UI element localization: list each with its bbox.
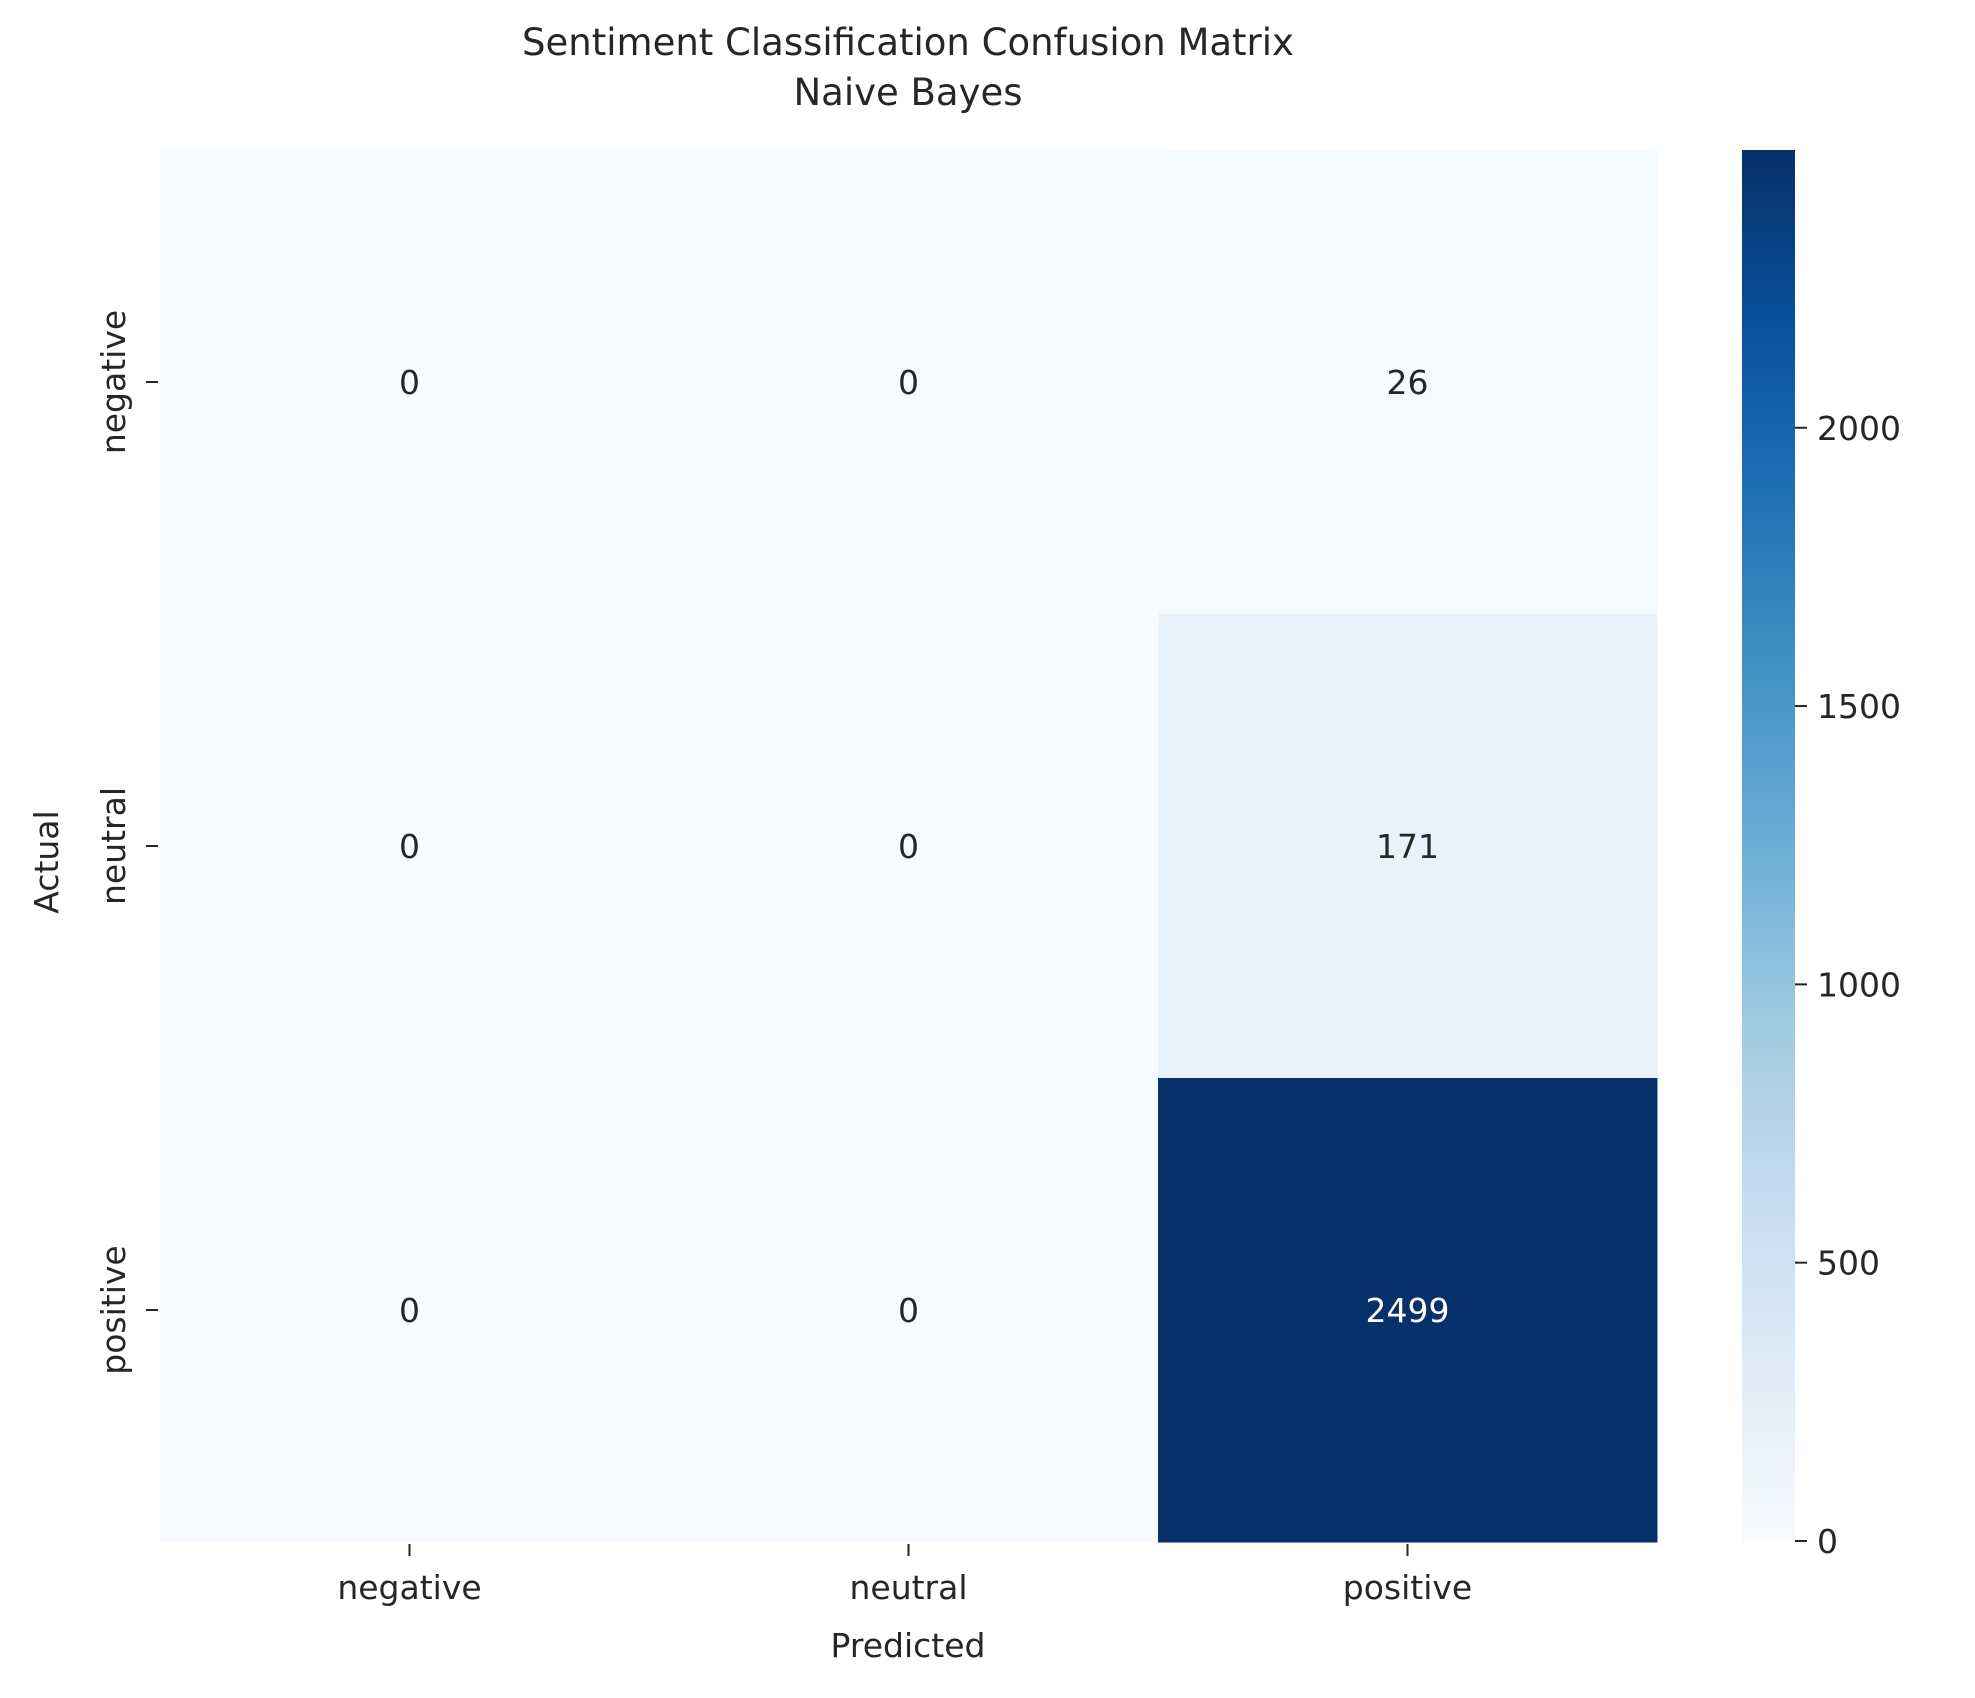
chart-title: Sentiment Classification Confusion Matri… bbox=[522, 21, 1294, 64]
y-tick-label-neutral: neutral bbox=[94, 787, 133, 905]
cell-annotation-neutral-positive: 171 bbox=[1376, 827, 1439, 866]
heatmap-cells bbox=[160, 150, 1658, 1543]
heatmap-cell-negative-neutral bbox=[659, 150, 1159, 615]
colorbar-tick-label-0: 0 bbox=[1817, 1522, 1838, 1561]
colorbar-ticks: 0 500 1000 1500 2000 bbox=[1795, 409, 1901, 1561]
cell-annotations: 0 0 26 0 0 171 0 0 2499 bbox=[399, 363, 1449, 1330]
y-axis-label: Actual bbox=[27, 810, 66, 913]
cell-annotation-positive-positive: 2499 bbox=[1366, 1291, 1450, 1330]
cell-annotation-positive-neutral: 0 bbox=[898, 1291, 919, 1330]
heatmap-cell-negative-negative bbox=[160, 150, 660, 615]
y-tick-label-negative: negative bbox=[94, 310, 133, 454]
cell-annotation-negative-neutral: 0 bbox=[898, 363, 919, 402]
heatmap-cell-positive-positive bbox=[1158, 1078, 1658, 1543]
cell-annotation-negative-negative: 0 bbox=[399, 363, 420, 402]
heatmap-cell-positive-neutral bbox=[659, 1078, 1159, 1543]
cell-annotation-positive-negative: 0 bbox=[399, 1291, 420, 1330]
heatmap-cell-neutral-neutral bbox=[659, 614, 1159, 1079]
cell-annotation-neutral-neutral: 0 bbox=[898, 827, 919, 866]
x-axis-ticks: negative neutral positive bbox=[337, 1544, 1472, 1607]
heatmap-cell-positive-negative bbox=[160, 1078, 660, 1543]
chart-subtitle: Naive Bayes bbox=[793, 71, 1022, 114]
colorbar-tick-label-2000: 2000 bbox=[1817, 409, 1901, 448]
colorbar-tick-label-1000: 1000 bbox=[1817, 965, 1901, 1004]
y-axis-ticks: negative neutral positive bbox=[94, 310, 158, 1375]
colorbar bbox=[1742, 150, 1795, 1541]
cell-annotation-neutral-negative: 0 bbox=[399, 827, 420, 866]
colorbar-tick-label-500: 500 bbox=[1817, 1244, 1880, 1283]
heatmap-cell-negative-positive bbox=[1158, 150, 1658, 615]
heatmap-cell-neutral-positive bbox=[1158, 614, 1658, 1079]
heatmap-cell-neutral-negative bbox=[160, 614, 660, 1079]
y-tick-label-positive: positive bbox=[94, 1245, 133, 1374]
cell-annotation-negative-positive: 26 bbox=[1387, 363, 1429, 402]
x-tick-label-neutral: neutral bbox=[849, 1568, 967, 1607]
colorbar-tick-label-1500: 1500 bbox=[1817, 687, 1901, 726]
x-tick-label-positive: positive bbox=[1343, 1568, 1472, 1607]
x-tick-label-negative: negative bbox=[337, 1568, 481, 1607]
x-axis-label: Predicted bbox=[831, 1626, 986, 1665]
